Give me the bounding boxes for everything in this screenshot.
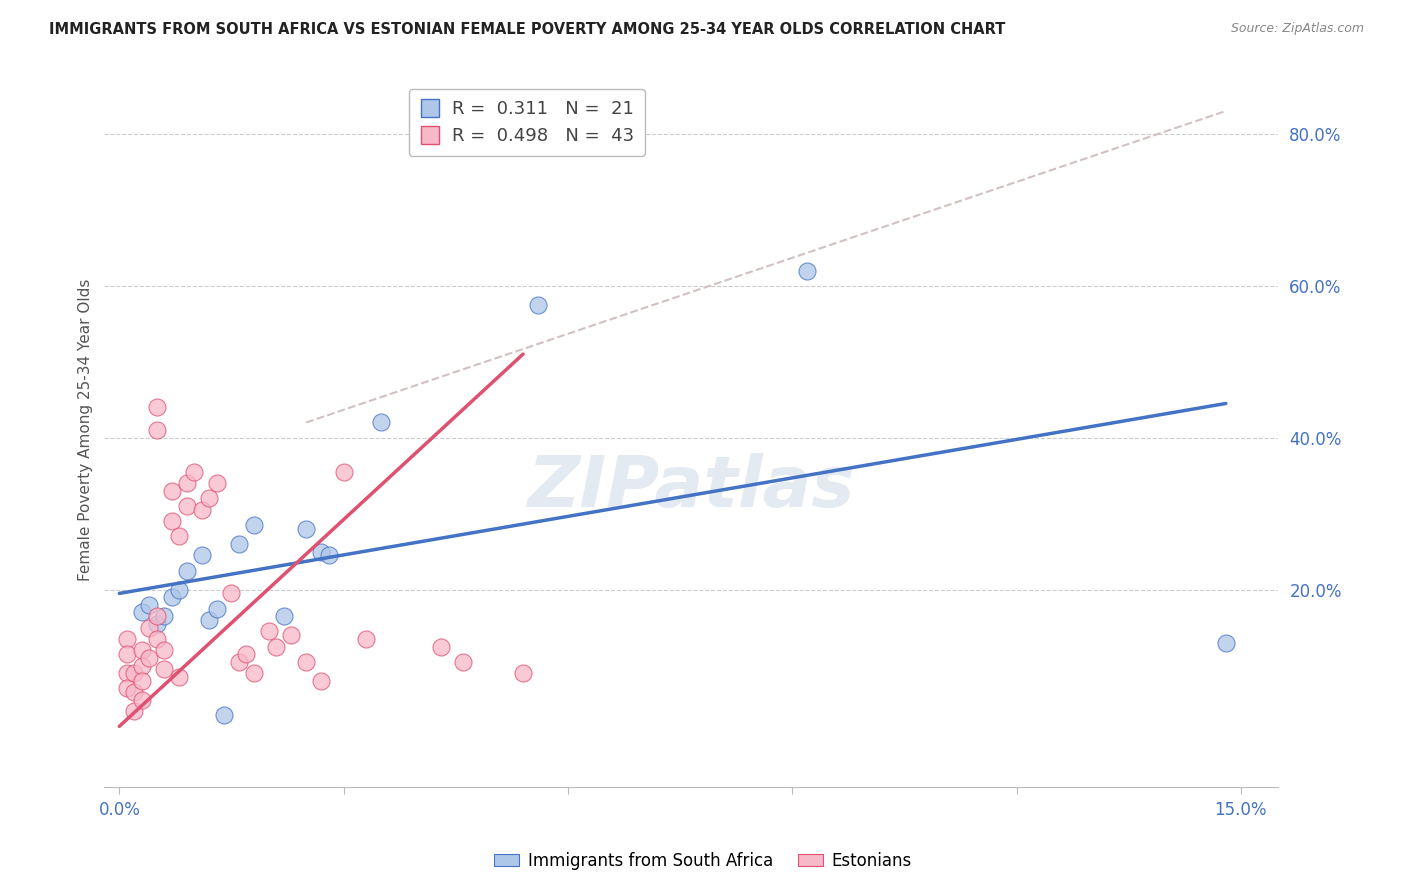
Point bbox=[167, 582, 190, 597]
Point bbox=[1215, 636, 1237, 650]
Point bbox=[115, 681, 138, 696]
Point bbox=[145, 616, 167, 631]
Point bbox=[354, 632, 377, 646]
Point bbox=[198, 613, 221, 627]
Point bbox=[190, 503, 212, 517]
Point bbox=[243, 518, 266, 533]
Legend: R =  0.311   N =  21, R =  0.498   N =  43: R = 0.311 N = 21, R = 0.498 N = 43 bbox=[409, 89, 645, 156]
Text: Source: ZipAtlas.com: Source: ZipAtlas.com bbox=[1230, 22, 1364, 36]
Point bbox=[131, 692, 153, 706]
Point bbox=[176, 499, 198, 513]
Point bbox=[124, 666, 146, 681]
Point bbox=[243, 666, 266, 681]
Point bbox=[145, 401, 167, 415]
Point bbox=[167, 670, 190, 684]
Point bbox=[131, 658, 153, 673]
Point bbox=[138, 621, 160, 635]
Point bbox=[527, 298, 550, 312]
Point bbox=[167, 529, 190, 543]
Point bbox=[138, 598, 160, 612]
Point bbox=[124, 704, 146, 718]
Point bbox=[115, 666, 138, 681]
Point bbox=[160, 591, 183, 605]
Point bbox=[221, 586, 243, 600]
Point bbox=[318, 549, 340, 563]
Point bbox=[228, 537, 250, 551]
Point bbox=[273, 609, 295, 624]
Point bbox=[160, 483, 183, 498]
Point bbox=[131, 606, 153, 620]
Point bbox=[212, 708, 235, 723]
Point bbox=[257, 624, 280, 639]
Point bbox=[370, 416, 392, 430]
Point bbox=[153, 643, 176, 657]
Point bbox=[115, 647, 138, 661]
Point bbox=[295, 522, 318, 536]
Point bbox=[124, 685, 146, 699]
Point bbox=[228, 655, 250, 669]
Point bbox=[145, 609, 167, 624]
Point bbox=[153, 609, 176, 624]
Point bbox=[280, 628, 302, 642]
Point bbox=[309, 544, 332, 558]
Point bbox=[190, 549, 212, 563]
Point bbox=[796, 263, 818, 277]
Point bbox=[153, 662, 176, 676]
Point bbox=[205, 601, 228, 615]
Point bbox=[309, 673, 332, 688]
Point bbox=[183, 465, 205, 479]
Point bbox=[138, 651, 160, 665]
Text: IMMIGRANTS FROM SOUTH AFRICA VS ESTONIAN FEMALE POVERTY AMONG 25-34 YEAR OLDS CO: IMMIGRANTS FROM SOUTH AFRICA VS ESTONIAN… bbox=[49, 22, 1005, 37]
Point bbox=[145, 423, 167, 437]
Point bbox=[512, 666, 534, 681]
Point bbox=[198, 491, 221, 506]
Point bbox=[160, 514, 183, 528]
Point bbox=[176, 564, 198, 578]
Point bbox=[145, 632, 167, 646]
Point bbox=[295, 655, 318, 669]
Point bbox=[131, 673, 153, 688]
Point bbox=[115, 632, 138, 646]
Point bbox=[205, 476, 228, 491]
Point bbox=[266, 640, 288, 654]
Point bbox=[332, 465, 354, 479]
Point bbox=[235, 647, 257, 661]
Point bbox=[176, 476, 198, 491]
Legend: Immigrants from South Africa, Estonians: Immigrants from South Africa, Estonians bbox=[488, 846, 918, 877]
Point bbox=[430, 640, 453, 654]
Point bbox=[451, 655, 474, 669]
Text: ZIPatlas: ZIPatlas bbox=[527, 452, 855, 522]
Y-axis label: Female Poverty Among 25-34 Year Olds: Female Poverty Among 25-34 Year Olds bbox=[79, 279, 93, 582]
Point bbox=[131, 643, 153, 657]
